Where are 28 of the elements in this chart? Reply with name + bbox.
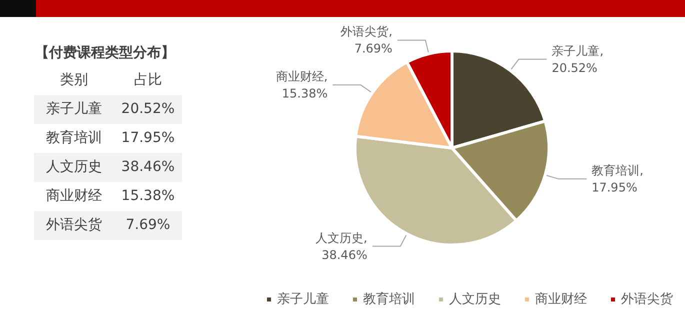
category-label: 外语尖货, xyxy=(340,24,392,39)
category-label: 教育培训 xyxy=(46,130,102,146)
data-label: 17.95% xyxy=(592,180,638,194)
category-label: 人文历史, xyxy=(316,230,368,245)
text: 20.52% xyxy=(121,101,175,117)
legend-label: 亲子儿童 xyxy=(277,291,329,307)
data-label: 38.46% xyxy=(322,248,368,262)
legend-label: 商业财经 xyxy=(535,292,587,307)
text: 【付费课程类型分布】 xyxy=(34,44,176,63)
category-label: 人文历史 xyxy=(46,159,102,175)
category-label: 教育培训, xyxy=(592,163,644,178)
category-label: 商业财经, xyxy=(276,69,328,84)
text: 15.38% xyxy=(121,188,175,204)
category-label: 亲子儿童, xyxy=(552,44,604,58)
legend-label: 外语尖货 xyxy=(621,292,673,307)
category-label: 外语尖货 xyxy=(46,217,102,233)
text: 38.46% xyxy=(121,159,175,175)
text: 17.95% xyxy=(121,130,175,146)
text: 7.69% xyxy=(126,217,170,233)
data-label: 20.52% xyxy=(552,60,598,75)
category-label: 亲子儿童 xyxy=(46,101,102,117)
legend-label: 人文历史 xyxy=(449,292,501,307)
data-label: 7.69% xyxy=(354,42,392,56)
legend-label: 教育培训 xyxy=(363,291,415,307)
text: 占比 xyxy=(133,71,163,90)
data-label: 15.38% xyxy=(282,86,328,100)
category-label: 商业财经 xyxy=(46,188,102,204)
text: 类别 xyxy=(59,71,89,90)
